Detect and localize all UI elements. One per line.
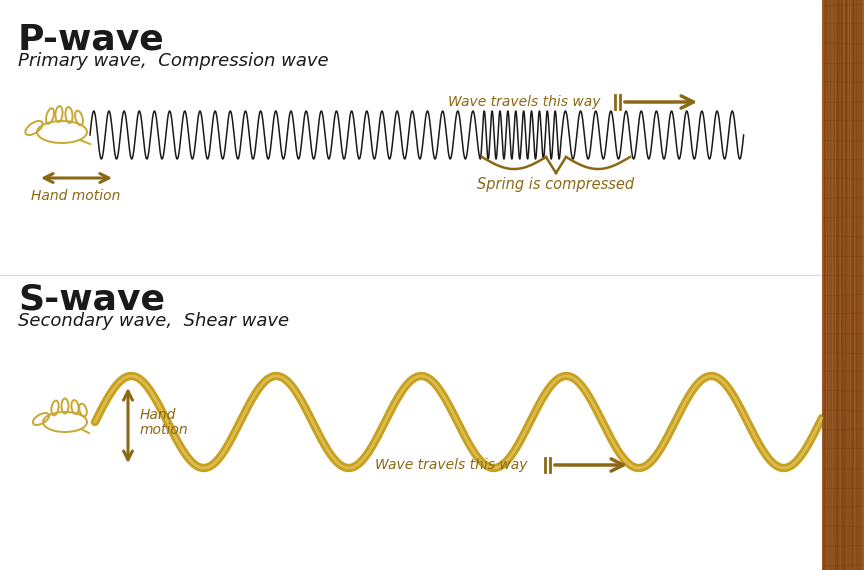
Text: Secondary wave,  Shear wave: Secondary wave, Shear wave: [18, 312, 289, 330]
Text: P-wave: P-wave: [18, 22, 165, 56]
Text: Primary wave,  Compression wave: Primary wave, Compression wave: [18, 52, 328, 70]
Text: Hand motion: Hand motion: [31, 189, 121, 203]
Text: Hand: Hand: [140, 408, 176, 422]
Text: Wave travels this way: Wave travels this way: [448, 95, 600, 109]
Text: Spring is compressed: Spring is compressed: [478, 177, 634, 192]
Text: motion: motion: [140, 423, 188, 437]
Bar: [822, 0, 864, 570]
Text: S-wave: S-wave: [18, 282, 165, 316]
Text: Wave travels this way: Wave travels this way: [375, 458, 528, 472]
